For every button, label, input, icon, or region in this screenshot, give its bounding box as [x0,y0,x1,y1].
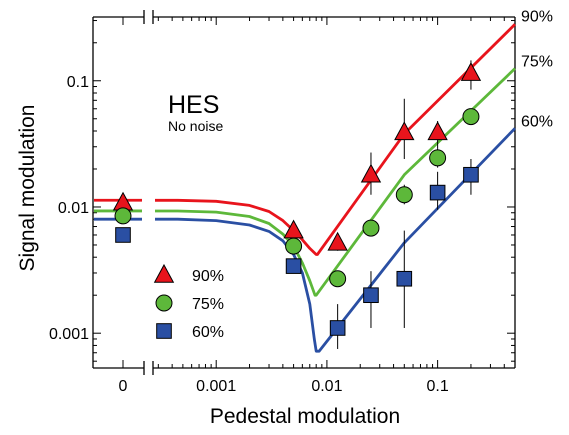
triangle-marker [327,231,348,251]
right-percent-label: 90% [521,8,553,25]
y-tick-label: 0.1 [67,74,89,91]
circle-marker [155,294,173,312]
triangle-marker [460,62,482,81]
triangle-marker [394,121,415,141]
y-tick-label: 0.001 [49,326,89,343]
axes: 0.001 0.01 0.1 0.001 0.01 0.1 0 90% 75% 60% [49,8,553,395]
x-axis-label: Pedestal modulation [210,405,400,428]
right-percent-label: 75% [521,54,553,71]
circle-marker [429,149,447,167]
square-marker [285,258,302,274]
square-marker [463,166,479,183]
chart-title: HES [168,91,219,119]
circle-marker [114,207,132,225]
legend: 90% 75% 60% [153,263,224,341]
legend-label: 60% [192,324,224,341]
x-tick-label: 0.1 [426,378,448,395]
y-axis-label: Signal modulation [16,105,39,272]
circle-marker [329,270,347,288]
text-labels: HES No noise Pedestal modulation Signal … [16,91,400,428]
square-marker [396,270,413,287]
circle-marker [362,219,380,237]
x-tick-label: 0.001 [196,378,236,395]
circle-marker [285,237,303,255]
legend-label: 90% [192,268,224,285]
circle-marker [462,108,480,126]
square-marker [429,184,446,201]
square-marker [329,320,346,336]
circle-marker [395,186,413,204]
square-marker [363,287,379,304]
triangle-marker [360,163,382,183]
y-tick-label: 0.01 [58,200,89,217]
legend-label: 75% [192,296,224,313]
x-tick-label: 0.01 [311,378,342,395]
x-tick-label-zero: 0 [119,378,128,395]
right-percent-label: 60% [521,113,553,130]
square-marker [156,323,172,339]
triangle-marker [427,121,448,141]
data-markers [112,62,482,336]
chart-subtitle: No noise [168,118,223,134]
square-marker [115,227,131,243]
triangle-marker [153,263,175,283]
